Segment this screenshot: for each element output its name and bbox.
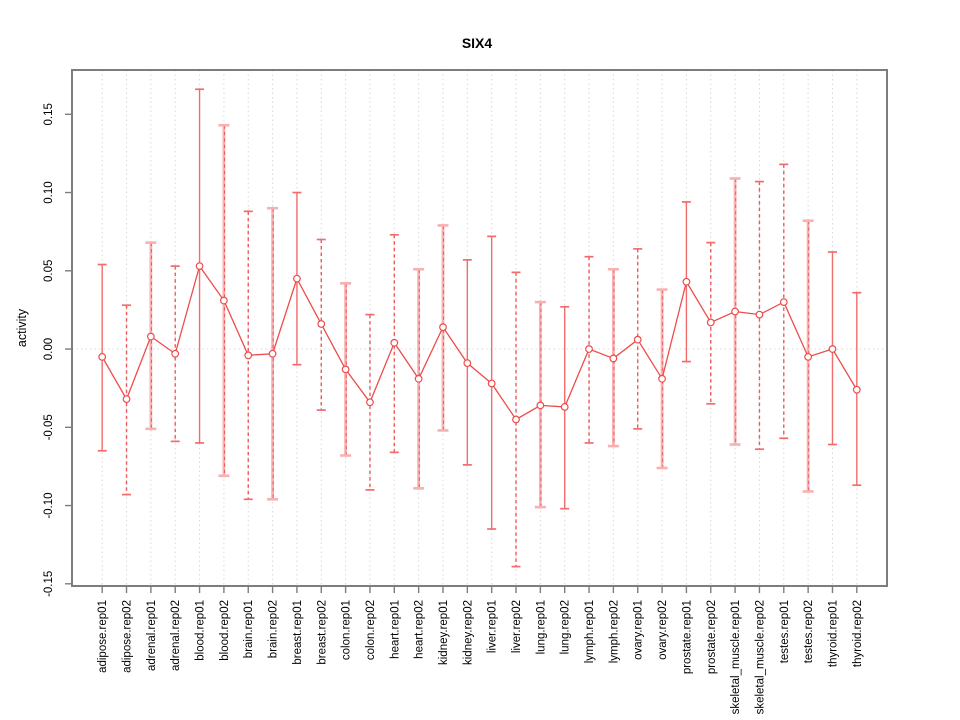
x-axis: adipose.rep01 adipose.rep02 adrenal.rep01 a… bbox=[97, 586, 864, 714]
x-tick-label: thyroid.rep02 bbox=[852, 600, 864, 667]
x-tick-label: breast.rep02 bbox=[316, 600, 328, 665]
data-point bbox=[195, 262, 204, 271]
error-bar bbox=[754, 180, 764, 451]
x-tick-label: liver.rep01 bbox=[487, 600, 499, 653]
x-tick-label: adipose.rep02 bbox=[122, 600, 134, 673]
data-point bbox=[171, 349, 180, 358]
y-tick-label: -0.10 bbox=[43, 492, 55, 518]
data-point bbox=[317, 320, 326, 328]
x-tick-label: thyroid.rep01 bbox=[827, 600, 839, 667]
x-tick-label: lung.rep02 bbox=[560, 600, 572, 654]
x-tick-label: brain.rep01 bbox=[243, 600, 255, 658]
data-point bbox=[244, 351, 253, 360]
y-tick-label: 0.15 bbox=[43, 103, 55, 125]
x-tick-label: testes.rep02 bbox=[803, 600, 815, 663]
data-point bbox=[804, 352, 813, 361]
data-point bbox=[122, 395, 131, 404]
x-tick-label: ovary.rep01 bbox=[633, 600, 645, 660]
data-point bbox=[414, 374, 423, 383]
x-tick-label: adipose.rep01 bbox=[97, 600, 109, 673]
x-tick-label: testes.rep01 bbox=[779, 600, 791, 663]
data-point bbox=[658, 374, 666, 383]
x-tick-label: breast.rep01 bbox=[292, 600, 304, 665]
data-point bbox=[463, 359, 472, 368]
series-line bbox=[101, 264, 858, 421]
data-point bbox=[731, 307, 740, 316]
y-tick-label: 0.05 bbox=[43, 260, 55, 282]
data-point bbox=[779, 298, 788, 306]
x-tick-label: kidney.rep01 bbox=[438, 600, 450, 665]
x-tick-label: skeletal_muscle.rep02 bbox=[754, 600, 766, 714]
y-tick-label: 0.00 bbox=[43, 338, 55, 360]
data-point bbox=[828, 345, 837, 353]
data-point bbox=[487, 379, 496, 388]
data-point bbox=[512, 415, 520, 424]
x-tick-label: colon.rep01 bbox=[341, 600, 353, 660]
data-point bbox=[146, 332, 155, 341]
x-tick-label: prostate.rep02 bbox=[706, 600, 718, 674]
data-point bbox=[268, 349, 277, 358]
x-tick-label: lung.rep01 bbox=[535, 600, 547, 654]
error-bar bbox=[633, 248, 643, 430]
plot-border bbox=[71, 69, 888, 587]
chart-title: SIX4 bbox=[462, 35, 493, 51]
error-bar bbox=[511, 271, 521, 568]
data-point bbox=[390, 338, 399, 347]
x-tick-label: prostate.rep01 bbox=[681, 600, 693, 674]
x-tick-label: lymph.rep01 bbox=[584, 600, 596, 663]
x-tick-label: lymph.rep02 bbox=[608, 600, 620, 663]
x-tick-label: ovary.rep02 bbox=[657, 600, 669, 660]
x-tick-label: colon.rep02 bbox=[365, 600, 377, 660]
x-tick-label: adrenal.rep02 bbox=[170, 600, 182, 671]
connector-line bbox=[101, 264, 858, 421]
data-point bbox=[341, 365, 350, 374]
y-axis-title: activity bbox=[15, 308, 29, 347]
x-tick-label: kidney.rep02 bbox=[462, 600, 474, 665]
x-tick-label: blood.rep01 bbox=[195, 600, 207, 661]
y-tick-label: -0.05 bbox=[43, 414, 55, 440]
y-tick-label: 0.10 bbox=[43, 181, 55, 203]
x-tick-label: heart.rep02 bbox=[414, 600, 426, 659]
data-points bbox=[98, 262, 861, 424]
data-point bbox=[293, 274, 301, 283]
error-bars bbox=[97, 88, 862, 568]
x-tick-label: heart.rep01 bbox=[389, 600, 401, 659]
data-point bbox=[609, 354, 618, 363]
x-tick-label: adrenal.rep01 bbox=[146, 600, 158, 671]
error-bar bbox=[389, 233, 399, 454]
data-point bbox=[98, 352, 107, 361]
plot-frame bbox=[71, 69, 888, 587]
data-point bbox=[560, 403, 569, 411]
error-bar bbox=[122, 304, 132, 496]
data-point bbox=[682, 277, 691, 286]
data-point bbox=[366, 398, 374, 407]
y-tick-label: -0.15 bbox=[43, 571, 55, 597]
data-point bbox=[852, 385, 861, 394]
data-point bbox=[755, 310, 764, 319]
data-point bbox=[585, 345, 593, 353]
x-tick-label: skeletal_muscle.rep01 bbox=[730, 600, 742, 714]
gridlines bbox=[72, 70, 887, 586]
x-tick-label: liver.rep02 bbox=[511, 600, 523, 653]
data-point bbox=[633, 335, 642, 344]
data-point bbox=[536, 401, 545, 410]
x-tick-label: blood.rep02 bbox=[219, 600, 231, 661]
y-axis: -0.15 -0.10 -0.05 0.00 0.05 0.10 0.15 bbox=[43, 103, 72, 597]
x-tick-label: brain.rep02 bbox=[268, 600, 280, 658]
data-point bbox=[706, 318, 715, 327]
data-point bbox=[219, 296, 228, 305]
data-point bbox=[439, 323, 447, 332]
